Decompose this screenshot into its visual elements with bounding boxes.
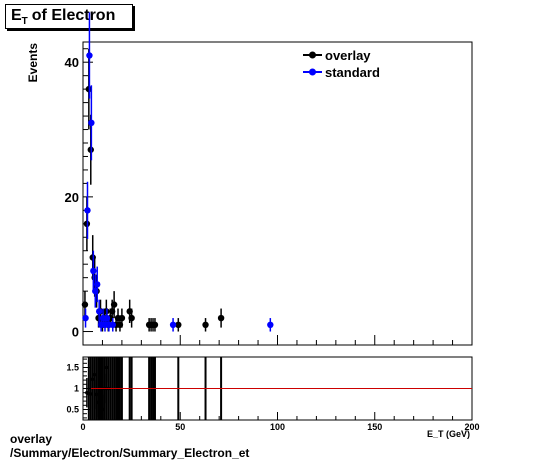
ratio-y-tick-label: 1 xyxy=(74,384,79,394)
standard-point xyxy=(169,321,177,328)
x-axis-label: E_T (GeV) xyxy=(427,429,470,439)
y-tick-label: 40 xyxy=(65,55,79,70)
y-axis-label: Events xyxy=(26,43,40,83)
overlay-point xyxy=(81,301,89,308)
legend-marker xyxy=(309,68,316,76)
title-subscript: T xyxy=(21,16,28,27)
legend-label-overlay: overlay xyxy=(325,48,371,63)
ratio-x-tick-label: 50 xyxy=(175,422,185,432)
ratio-point xyxy=(92,372,97,377)
main-plot-frame xyxy=(82,41,473,346)
footer: overlay /Summary/Electron/Summary_Electr… xyxy=(10,432,249,460)
overlay-point xyxy=(118,314,126,322)
ratio-x-tick-label: 200 xyxy=(464,422,479,432)
standard-point xyxy=(90,267,97,275)
standard-point xyxy=(109,321,116,328)
y-tick-label: 20 xyxy=(65,190,79,205)
standard-point xyxy=(82,314,89,322)
overlay-point xyxy=(128,314,135,322)
footer-overlay-label: overlay xyxy=(10,432,53,446)
standard-point xyxy=(84,207,91,214)
main-plot: 0 20 40 Events overlay standard xyxy=(26,12,473,346)
overlay-point xyxy=(151,321,159,328)
ratio-y-tick-label: 1.5 xyxy=(66,363,79,373)
standard-point xyxy=(94,281,101,288)
ratio-point xyxy=(90,377,95,382)
overlay-point xyxy=(217,314,225,322)
ratio-x-tick-label: 150 xyxy=(367,422,382,432)
standard-point xyxy=(267,321,274,328)
ratio-point xyxy=(88,392,93,396)
ratio-point xyxy=(96,400,101,405)
ratio-x-tick-label: 100 xyxy=(270,422,285,432)
standard-point xyxy=(88,119,95,127)
chart-title-text: ET of Electron xyxy=(11,7,115,27)
ratio-point xyxy=(100,407,105,412)
y-tick-label: 0 xyxy=(72,325,79,340)
ratio-y-tick-label: 0.5 xyxy=(66,405,79,415)
standard-point xyxy=(95,308,103,315)
footer-path-label: /Summary/Electron/Summary_Electron_et xyxy=(10,446,250,460)
ratio-point xyxy=(104,365,109,370)
overlay-point xyxy=(110,301,118,308)
legend-label-standard: standard xyxy=(325,65,380,80)
legend-marker xyxy=(309,51,316,59)
title-main: E xyxy=(11,7,22,24)
overlay-point xyxy=(202,321,209,328)
ratio-x-tick-label: 0 xyxy=(80,422,85,432)
standard-point xyxy=(86,52,93,59)
title-rest: of Electron xyxy=(31,7,116,24)
chart-title: ET of Electron xyxy=(5,4,133,29)
overlay-point xyxy=(175,321,182,328)
ratio-point xyxy=(94,392,99,397)
